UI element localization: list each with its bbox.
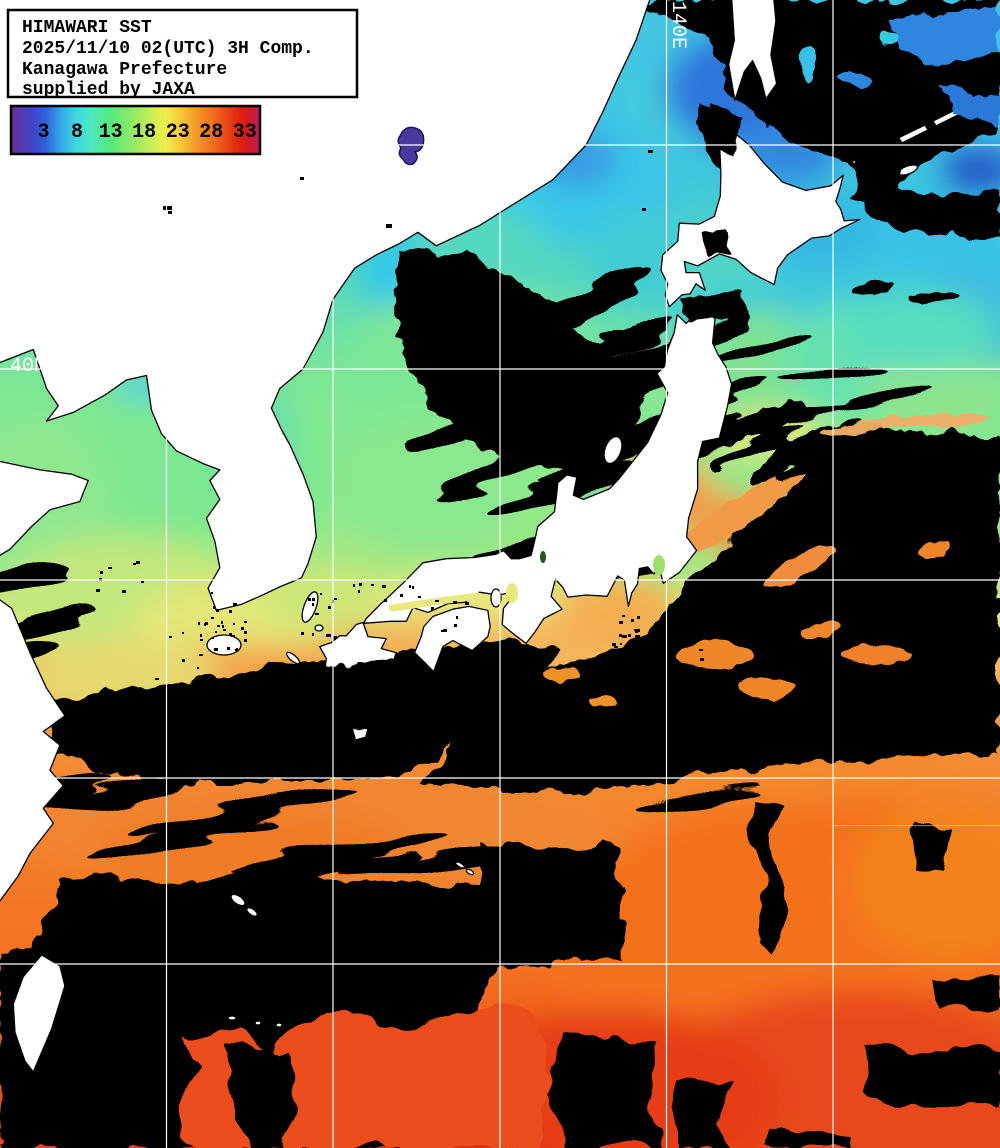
svg-text:2025/11/10 02(UTC) 3H Comp.: 2025/11/10 02(UTC) 3H Comp.	[22, 39, 314, 59]
svg-text:supplied by JAXA: supplied by JAXA	[22, 80, 195, 100]
svg-text:HIMAWARI SST: HIMAWARI SST	[22, 18, 152, 38]
svg-text:8: 8	[71, 121, 83, 144]
svg-text:40N: 40N	[10, 355, 46, 378]
svg-text:140E: 140E	[666, 1, 689, 49]
svg-text:33: 33	[233, 121, 257, 144]
svg-text:18: 18	[132, 121, 156, 144]
svg-text:23: 23	[166, 121, 190, 144]
svg-text:3: 3	[37, 121, 49, 144]
svg-text:28: 28	[199, 121, 223, 144]
svg-text:Kanagawa Prefecture: Kanagawa Prefecture	[22, 60, 227, 80]
svg-text:13: 13	[99, 121, 123, 144]
